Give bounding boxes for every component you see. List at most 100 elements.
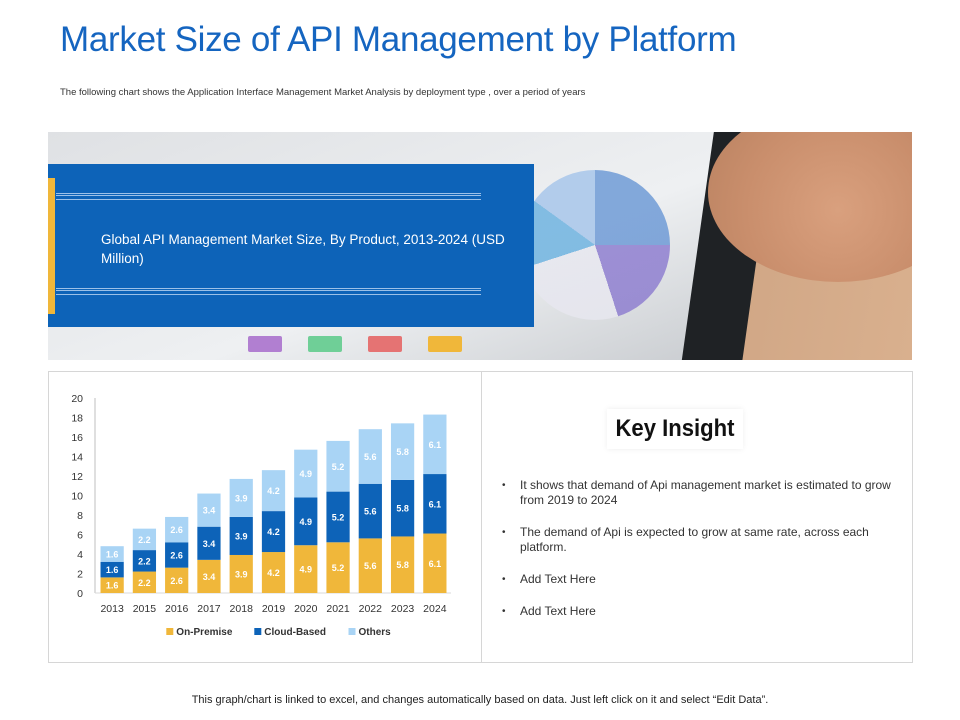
hero-divider-top	[56, 193, 481, 200]
data-label: 4.9	[300, 517, 313, 527]
x-tick-label: 2018	[230, 603, 254, 615]
data-label: 4.9	[300, 565, 313, 575]
data-label: 2.6	[170, 550, 183, 560]
stacked-bar-chart[interactable]: 0 2 4 6 8 10 12 14 16 18 20 1.6 1.6 1.6 2013 2.2 2.2 2.2 2…	[49, 372, 482, 664]
insight-bullet: It shows that demand of Api management m…	[502, 478, 897, 508]
data-label: 3.4	[203, 572, 216, 582]
data-label: 2.2	[138, 535, 151, 545]
chart-panel[interactable]: 0 2 4 6 8 10 12 14 16 18 20 1.6 1.6 1.6 2013 2.2 2.2 2.2 2…	[48, 371, 481, 663]
data-label: 2.2	[138, 578, 151, 588]
bar-segment	[165, 567, 189, 593]
footer-note: This graph/chart is linked to excel, and…	[191, 694, 769, 706]
x-tick-label: 2016	[165, 603, 189, 615]
bar-segment	[100, 577, 124, 593]
legend-label: Cloud-Based	[264, 627, 326, 638]
bar-segment	[100, 546, 124, 562]
x-tick-label: 2021	[326, 603, 350, 615]
decorative-bar-image	[308, 336, 342, 352]
bar-segment	[261, 552, 286, 593]
data-label: 6.1	[429, 499, 442, 509]
y-tick-label: 12	[71, 471, 83, 483]
bar-segment	[294, 545, 318, 593]
page-title: Market Size of API Management by Platfor…	[60, 20, 737, 59]
data-label: 5.8	[396, 504, 409, 514]
data-label: 5.8	[396, 447, 409, 457]
hero-accent-bar	[48, 178, 55, 314]
data-label: 3.4	[203, 539, 216, 549]
bar-segment	[294, 497, 318, 546]
data-label: 6.1	[429, 559, 442, 569]
bar-segment	[423, 533, 447, 593]
hero-panel: Global API Management Market Size, By Pr…	[48, 164, 534, 327]
legend-swatch	[348, 628, 356, 635]
x-tick-label: 2017	[197, 603, 221, 615]
y-tick-label: 18	[71, 413, 83, 425]
y-tick-label: 2	[77, 569, 83, 581]
data-label: 5.6	[364, 452, 377, 462]
y-tick-label: 8	[77, 510, 83, 522]
bar-segment	[423, 414, 447, 475]
page-subtitle: The following chart shows the Applicatio…	[60, 87, 586, 98]
bar-segment	[132, 571, 157, 593]
data-label: 5.2	[332, 512, 345, 522]
data-label: 5.6	[364, 507, 377, 517]
data-label: 5.6	[364, 561, 377, 571]
data-label: 5.2	[332, 563, 345, 573]
bar-segment	[261, 470, 286, 512]
x-tick-label: 2023	[391, 603, 415, 615]
decorative-bar-image	[428, 336, 462, 352]
key-insight-panel: Key Insight It shows that demand of Api …	[481, 371, 913, 663]
data-label: 6.1	[429, 440, 442, 450]
insight-bullet: Add Text Here	[502, 572, 897, 587]
bar-segment	[326, 440, 350, 492]
x-tick-label: 2013	[100, 603, 124, 615]
data-label: 4.2	[267, 568, 280, 578]
legend-label: On-Premise	[176, 627, 233, 638]
bar-segment	[229, 554, 253, 593]
hero-divider-bottom	[56, 288, 481, 295]
legend-swatch	[166, 628, 174, 635]
x-tick-label: 2022	[359, 603, 383, 615]
bar-segment	[358, 429, 382, 484]
data-label: 3.9	[235, 493, 248, 503]
data-label: 5.8	[396, 560, 409, 570]
hero-banner: Global API Management Market Size, By Pr…	[48, 132, 912, 360]
data-label: 5.2	[332, 462, 345, 472]
data-label: 1.6	[106, 565, 119, 575]
data-label: 2.6	[170, 576, 183, 586]
y-tick-label: 10	[71, 491, 83, 503]
data-label: 3.4	[203, 506, 216, 516]
hero-caption: Global API Management Market Size, By Pr…	[101, 232, 505, 266]
bar-segment	[326, 542, 350, 593]
y-tick-label: 0	[77, 588, 83, 600]
data-label: 4.9	[300, 469, 313, 479]
y-tick-label: 16	[71, 432, 83, 444]
bar-segment	[132, 528, 157, 551]
bar-segment	[197, 493, 221, 527]
x-tick-label: 2020	[294, 603, 318, 615]
bar-segment	[358, 538, 382, 593]
bar-segment	[197, 559, 221, 593]
data-label: 2.6	[170, 525, 183, 535]
decorative-pie-image	[520, 170, 670, 320]
bar-segment	[165, 516, 189, 543]
data-label: 3.9	[235, 569, 248, 579]
bar-segment	[390, 479, 415, 537]
bar-segment	[261, 511, 286, 553]
data-label: 1.6	[106, 581, 119, 591]
data-label: 1.6	[106, 550, 119, 560]
bar-segment	[165, 542, 189, 568]
legend-label: Others	[359, 627, 392, 638]
insight-list: It shows that demand of Api management m…	[502, 478, 897, 636]
bar-segment	[326, 491, 350, 543]
bar-segment	[229, 516, 253, 555]
x-tick-label: 2019	[262, 603, 286, 615]
y-tick-label: 4	[77, 549, 83, 561]
decorative-bar-image	[368, 336, 402, 352]
y-tick-label: 6	[77, 530, 83, 542]
data-label: 3.9	[235, 531, 248, 541]
bar-segment	[294, 449, 318, 498]
bar-segment	[132, 550, 157, 572]
key-insight-title: Key Insight	[606, 409, 744, 449]
bar-segment	[423, 474, 447, 534]
